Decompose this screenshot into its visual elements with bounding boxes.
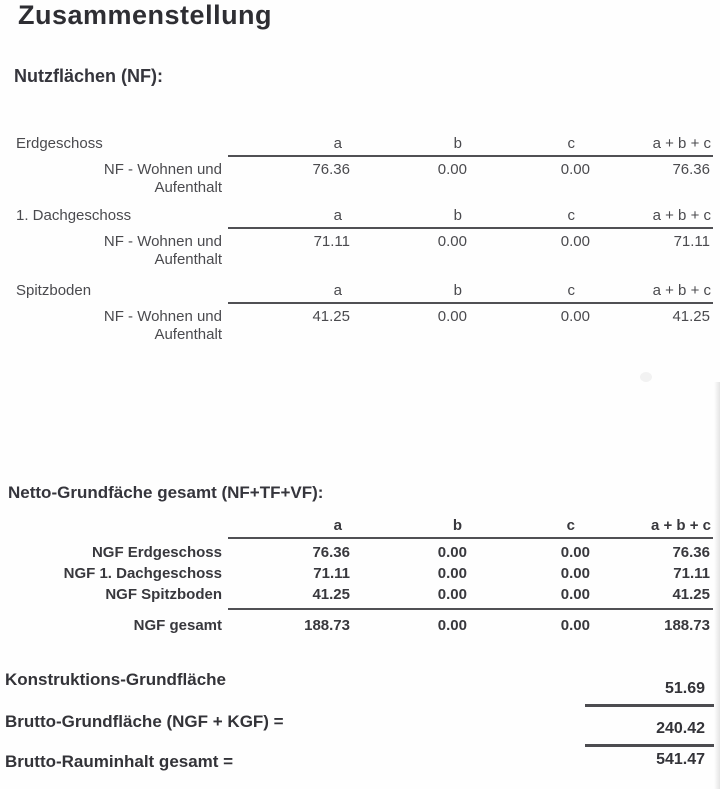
value-c: 0.00 bbox=[560, 617, 590, 634]
summary-label-kgf: Konstruktions-Grundfläche bbox=[5, 670, 227, 689]
row-label: NGF gesamt bbox=[133, 617, 222, 634]
col-header-a: a bbox=[333, 517, 342, 534]
row-label: NGF Erdgeschoss bbox=[91, 544, 222, 561]
page-title: Zusammenstellung bbox=[18, 0, 273, 30]
nf-section-heading: Nutzflächen (NF): bbox=[14, 66, 163, 86]
ngf-row-gesamt: NGF gesamt 188.73 0.00 0.00 188.73 bbox=[0, 610, 713, 636]
value-sum: 41.25 bbox=[672, 308, 710, 325]
scan-speck-artifact bbox=[640, 372, 652, 382]
value-sum: 71.11 bbox=[673, 233, 710, 250]
col-header-a: a bbox=[333, 207, 342, 224]
nf-table-row: NF - Wohnen und Aufenthalt 71.11 0.00 0.… bbox=[0, 229, 713, 269]
col-header-c: c bbox=[567, 207, 576, 224]
scan-edge-artifact bbox=[714, 382, 720, 789]
value-sum: 188.73 bbox=[664, 617, 710, 634]
nf-table-row: NF - Wohnen und Aufenthalt 76.36 0.00 0.… bbox=[0, 157, 713, 197]
col-header-sum: a + b + c bbox=[652, 207, 711, 224]
floor-label: 1. Dachgeschoss bbox=[16, 207, 132, 224]
summary-value-bri: 541.47 bbox=[656, 751, 705, 768]
row-label-line2: Aufenthalt bbox=[154, 251, 222, 268]
value-c: 0.00 bbox=[560, 308, 590, 325]
col-header-sum: a + b + c bbox=[652, 135, 711, 152]
value-c: 0.00 bbox=[560, 565, 590, 582]
summary-label-bgf: Brutto-Grundfläche (NGF + KGF) = bbox=[5, 712, 284, 731]
nf-table-header-row: Erdgeschoss a b c a + b + c bbox=[0, 135, 713, 152]
col-header-b: b bbox=[453, 282, 462, 299]
ngf-table-header-row: a b c a + b + c bbox=[0, 517, 713, 534]
col-header-c: c bbox=[567, 282, 576, 299]
value-b: 0.00 bbox=[437, 586, 467, 603]
summary-value-bgf: 240.42 bbox=[656, 720, 705, 737]
header-underline bbox=[228, 227, 713, 229]
ngf-row-erdgeschoss: NGF Erdgeschoss 76.36 0.00 0.00 76.36 bbox=[0, 542, 713, 563]
row-label-line1: NF - Wohnen und bbox=[103, 233, 222, 250]
summary-value-kgf: 51.69 bbox=[664, 680, 705, 697]
summary-separator-line bbox=[585, 704, 714, 707]
value-b: 0.00 bbox=[437, 161, 467, 178]
row-label: NGF 1. Dachgeschoss bbox=[63, 565, 222, 582]
value-b: 0.00 bbox=[437, 617, 467, 634]
row-label-line2: Aufenthalt bbox=[154, 326, 222, 343]
value-a: 71.11 bbox=[313, 565, 350, 582]
col-header-sum: a + b + c bbox=[652, 282, 711, 299]
value-c: 0.00 bbox=[560, 161, 590, 178]
nf-table-erdgeschoss: Erdgeschoss a b c a + b + c NF - Wohnen … bbox=[0, 135, 713, 197]
summary-label-bri: Brutto-Rauminhalt gesamt = bbox=[5, 752, 234, 771]
value-sum: 76.36 bbox=[672, 161, 710, 178]
value-b: 0.00 bbox=[437, 233, 467, 250]
value-b: 0.00 bbox=[437, 565, 467, 582]
value-a: 76.36 bbox=[312, 161, 350, 178]
floor-label: Spitzboden bbox=[16, 282, 92, 299]
ngf-table: a b c a + b + c NGF Erdgeschoss 76.36 0.… bbox=[0, 517, 713, 636]
value-a: 71.11 bbox=[313, 233, 350, 250]
row-label-line2: Aufenthalt bbox=[154, 179, 222, 196]
value-c: 0.00 bbox=[560, 233, 590, 250]
value-sum: 71.11 bbox=[673, 565, 710, 582]
col-header-b: b bbox=[452, 517, 462, 534]
floor-label: Erdgeschoss bbox=[16, 135, 103, 152]
row-label: NF - Wohnen und Aufenthalt bbox=[0, 161, 230, 197]
nf-table-dachgeschoss: 1. Dachgeschoss a b c a + b + c NF - Woh… bbox=[0, 207, 713, 269]
col-header-c: c bbox=[566, 517, 575, 534]
col-header-b: b bbox=[453, 207, 462, 224]
nf-table-spitzboden: Spitzboden a b c a + b + c NF - Wohnen u… bbox=[0, 282, 713, 344]
spacer bbox=[0, 517, 230, 534]
col-header-c: c bbox=[567, 135, 576, 152]
value-c: 0.00 bbox=[560, 586, 590, 603]
row-label-line1: NF - Wohnen und bbox=[103, 308, 222, 325]
total-separator-line bbox=[228, 608, 713, 610]
value-b: 0.00 bbox=[437, 544, 467, 561]
col-header-sum: a + b + c bbox=[650, 517, 711, 534]
value-b: 0.00 bbox=[437, 308, 467, 325]
value-a: 188.73 bbox=[304, 617, 350, 634]
value-sum: 76.36 bbox=[672, 544, 710, 561]
header-underline bbox=[228, 302, 713, 304]
value-a: 41.25 bbox=[312, 586, 350, 603]
ngf-row-dachgeschoss: NGF 1. Dachgeschoss 71.11 0.00 0.00 71.1… bbox=[0, 563, 713, 584]
nf-table-header-row: Spitzboden a b c a + b + c bbox=[0, 282, 713, 299]
row-label: NF - Wohnen und Aufenthalt bbox=[0, 308, 230, 344]
ngf-table-body: NGF Erdgeschoss 76.36 0.00 0.00 76.36 NG… bbox=[0, 539, 713, 605]
header-underline bbox=[228, 537, 713, 539]
col-header-b: b bbox=[453, 135, 462, 152]
row-label: NGF Spitzboden bbox=[105, 586, 222, 603]
row-label: NF - Wohnen und Aufenthalt bbox=[0, 233, 230, 269]
row-label-line1: NF - Wohnen und bbox=[103, 161, 222, 178]
value-c: 0.00 bbox=[560, 544, 590, 561]
value-a: 41.25 bbox=[312, 308, 350, 325]
col-header-a: a bbox=[333, 135, 342, 152]
header-underline bbox=[228, 155, 713, 157]
nf-table-row: NF - Wohnen und Aufenthalt 41.25 0.00 0.… bbox=[0, 304, 713, 344]
col-header-a: a bbox=[333, 282, 342, 299]
ngf-row-spitzboden: NGF Spitzboden 41.25 0.00 0.00 41.25 bbox=[0, 584, 713, 605]
summary-separator-line bbox=[585, 744, 714, 747]
nf-table-header-row: 1. Dachgeschoss a b c a + b + c bbox=[0, 207, 713, 224]
ngf-section-heading: Netto-Grundfäche gesamt (NF+TF+VF): bbox=[8, 483, 324, 502]
value-sum: 41.25 bbox=[672, 586, 710, 603]
value-a: 76.36 bbox=[312, 544, 350, 561]
